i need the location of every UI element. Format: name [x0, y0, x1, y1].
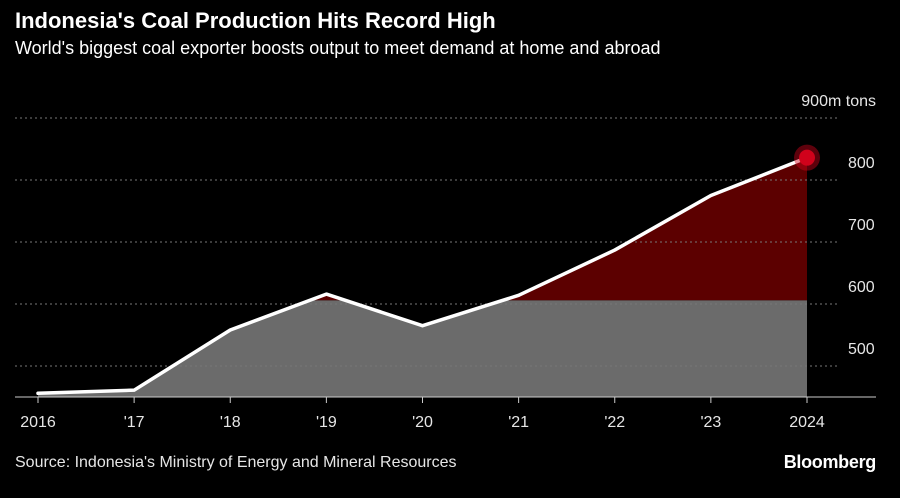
x-tick-label-2017: '17 — [124, 414, 145, 431]
data-point-2020 — [421, 324, 424, 328]
highlight-dot — [799, 149, 815, 166]
data-point-2021 — [517, 293, 521, 297]
data-point-2019 — [324, 292, 328, 296]
chart-subtitle: World's biggest coal exporter boosts out… — [15, 38, 661, 58]
data-point-2016 — [36, 391, 40, 395]
y-tick-label-600: 600 — [848, 279, 875, 296]
y-tick-label-900: 900m tons — [801, 93, 876, 110]
area-baseline-fill — [38, 300, 807, 397]
y-tick-label-800: 800 — [848, 155, 875, 172]
x-tick-label-2016: 2016 — [20, 414, 56, 431]
data-point-2022 — [613, 248, 617, 252]
data-point-2017 — [132, 388, 136, 392]
x-tick-label-2023: '23 — [700, 414, 721, 431]
chart-title: Indonesia's Coal Production Hits Record … — [15, 8, 496, 33]
y-tick-label-700: 700 — [848, 217, 875, 234]
data-point-2018 — [228, 328, 232, 332]
source-note: Source: Indonesia's Ministry of Energy a… — [15, 454, 457, 471]
data-point-2023 — [709, 194, 713, 197]
y-tick-label-500: 500 — [848, 341, 875, 358]
x-tick-label-2018: '18 — [220, 414, 241, 431]
bloomberg-logo: Bloomberg — [783, 452, 877, 472]
x-tick-label-2020: '20 — [412, 414, 433, 431]
area-excess-fill — [309, 157, 807, 301]
x-tick-label-2024: 2024 — [789, 414, 825, 431]
x-tick-label-2021: '21 — [508, 414, 529, 431]
x-tick-label-2022: '22 — [604, 414, 625, 431]
x-tick-label-2019: '19 — [316, 414, 337, 431]
